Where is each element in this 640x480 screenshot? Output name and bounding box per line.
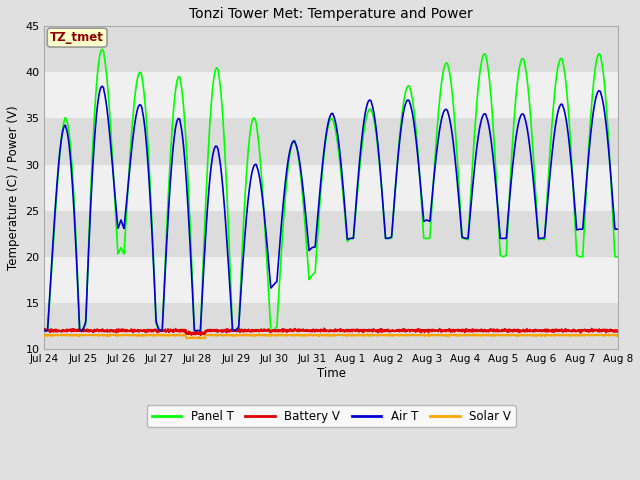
Title: Tonzi Tower Met: Temperature and Power: Tonzi Tower Met: Temperature and Power (189, 7, 473, 21)
Legend: Panel T, Battery V, Air T, Solar V: Panel T, Battery V, Air T, Solar V (147, 405, 516, 427)
Bar (45, 72, 618, 119)
X-axis label: Time: Time (317, 367, 346, 380)
Bar (45, 211, 618, 257)
Bar (45, 303, 618, 349)
Bar (45, 119, 618, 165)
Text: TZ_tmet: TZ_tmet (50, 31, 104, 44)
Bar (45, 257, 618, 303)
Bar (45, 26, 618, 72)
Bar (45, 165, 618, 211)
Y-axis label: Temperature (C) / Power (V): Temperature (C) / Power (V) (7, 105, 20, 270)
